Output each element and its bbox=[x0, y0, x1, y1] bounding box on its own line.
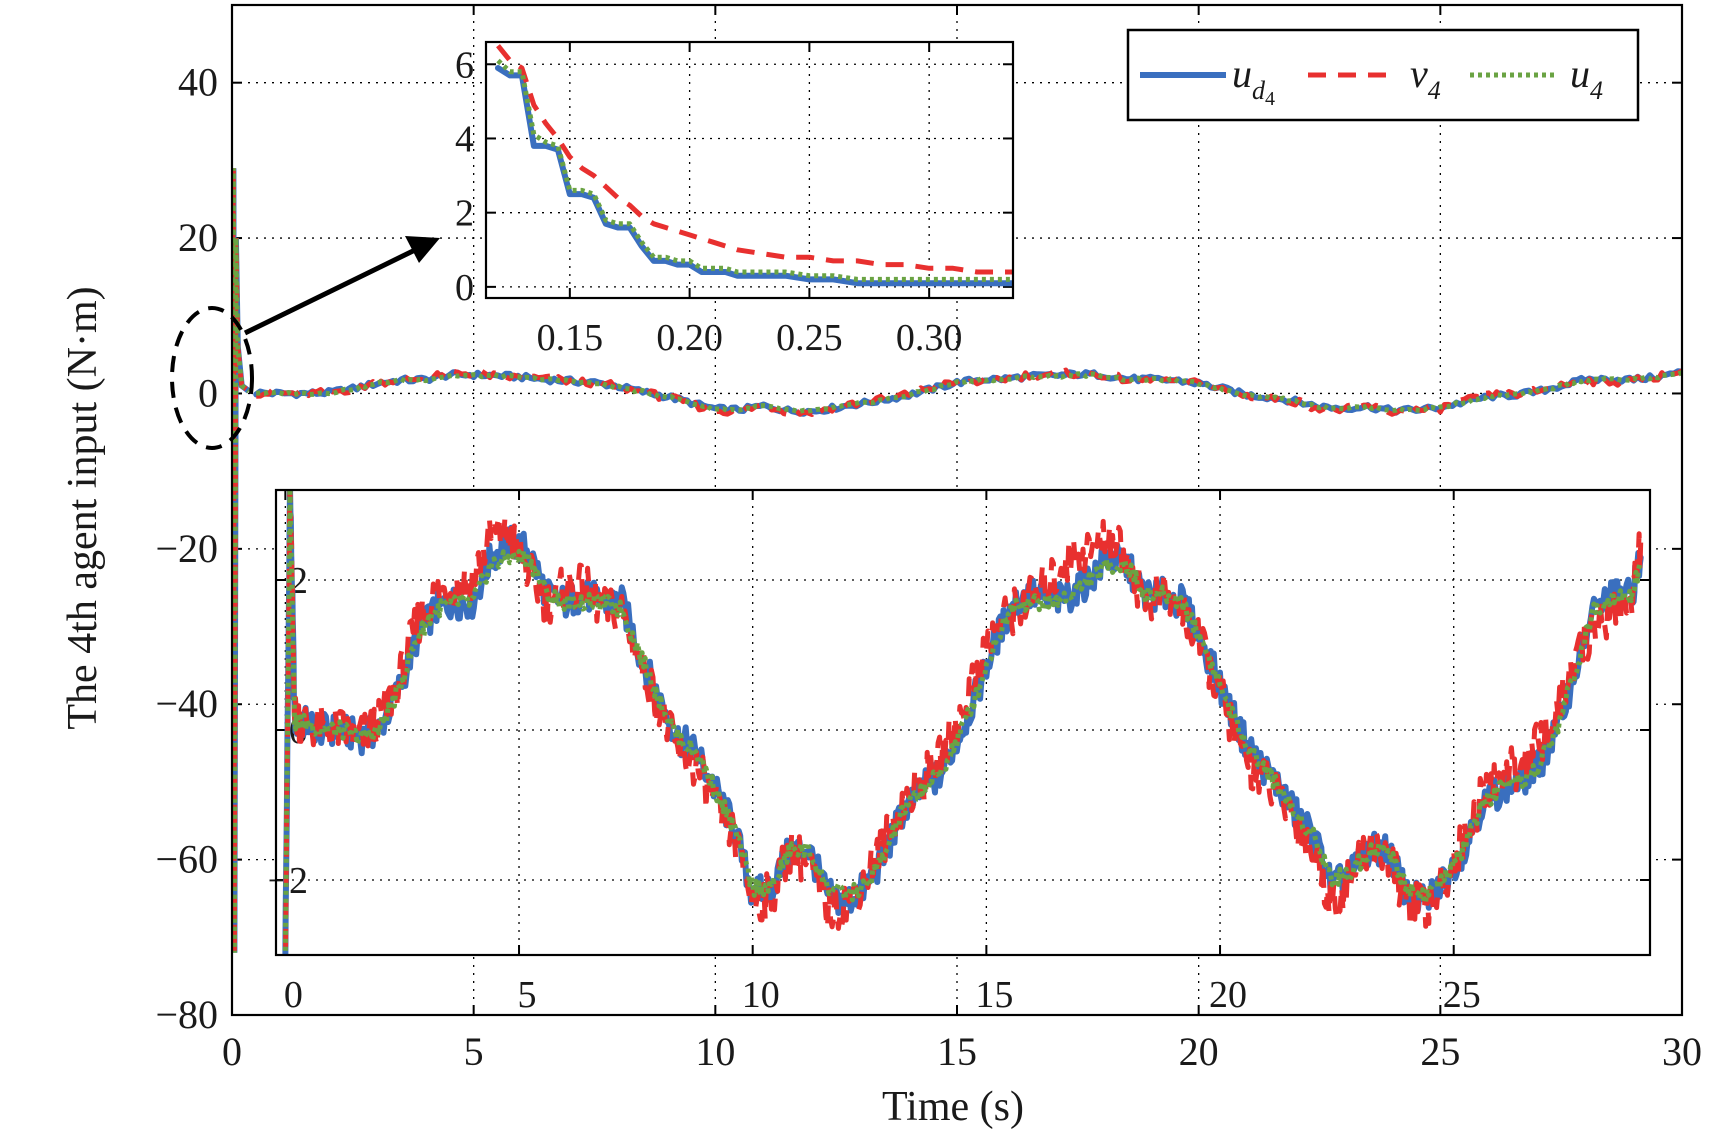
y-tick-label: −80 bbox=[155, 992, 218, 1037]
series-line-v-4 bbox=[283, 490, 1644, 955]
legend-label-subscript: 4 bbox=[1428, 76, 1441, 105]
x-tick-label: 0 bbox=[222, 1029, 242, 1074]
y-tick-label: 0 bbox=[455, 267, 474, 309]
zoom-inset-early: 0.15 0.20 0.25 0.30 0 2 4 6 bbox=[455, 40, 1015, 359]
x-tick-label: 25 bbox=[1420, 1029, 1460, 1074]
plot-frame bbox=[484, 40, 1015, 300]
zoom-arrow bbox=[243, 247, 417, 336]
x-tick-label: 5 bbox=[464, 1029, 484, 1074]
plot-area bbox=[486, 42, 1013, 298]
zoom-annotation bbox=[170, 236, 440, 450]
x-tick-label: 0.20 bbox=[656, 317, 723, 359]
y-tick-label: 0 bbox=[198, 370, 218, 415]
series-group bbox=[282, 490, 1644, 955]
series-line-v-4 bbox=[256, 367, 1682, 417]
zoom-region-ellipse bbox=[170, 306, 254, 450]
legend-label-subscript: 4 bbox=[1590, 76, 1603, 105]
x-tick-label: 0.15 bbox=[537, 317, 604, 359]
x-tick-label: 0.25 bbox=[776, 317, 843, 359]
legend-label-u-d4: ud4 bbox=[1232, 51, 1275, 110]
y-tick-label: 40 bbox=[178, 60, 218, 105]
y-tick-label: 6 bbox=[455, 44, 474, 86]
x-tick-label: 15 bbox=[975, 974, 1013, 1016]
y-tick-label: 2 bbox=[455, 193, 474, 235]
legend-label-base: u bbox=[1570, 51, 1590, 96]
x-axis-title: Time (s) bbox=[882, 1084, 1024, 1130]
transient-spike-u-4 bbox=[232, 168, 251, 953]
series-line-u-4 bbox=[282, 490, 1643, 955]
y-axis-title: The 4th agent input (N·m) bbox=[60, 286, 106, 729]
series-line-u-4 bbox=[496, 58, 1013, 282]
zoom-arrow-head bbox=[405, 236, 440, 263]
legend-label-subsubscript: 4 bbox=[1265, 88, 1275, 110]
y-tick-label: −20 bbox=[155, 526, 218, 571]
legend-label-base: u bbox=[1232, 51, 1252, 96]
y-tick-label: 4 bbox=[455, 118, 474, 160]
x-tick-label: 0.30 bbox=[896, 317, 963, 359]
x-tick-label: 25 bbox=[1443, 974, 1481, 1016]
series-line-v-4 bbox=[496, 44, 1013, 275]
x-tick-label: 30 bbox=[1662, 1029, 1702, 1074]
y-tick-label: −60 bbox=[155, 837, 218, 882]
y-tick-label: −40 bbox=[155, 681, 218, 726]
x-tick-label: 10 bbox=[742, 974, 780, 1016]
legend-label-u-4: u4 bbox=[1570, 51, 1603, 105]
x-tick-label: 0 bbox=[284, 974, 303, 1016]
legend-label-subscript: d bbox=[1252, 76, 1266, 105]
zoom-inset-full: 0 5 10 15 20 25−202 bbox=[268, 488, 1652, 1016]
x-tick-label: 15 bbox=[937, 1029, 977, 1074]
legend-label-base: v bbox=[1410, 51, 1428, 96]
series-group bbox=[232, 168, 1682, 953]
plot-frame bbox=[230, 3, 1684, 1017]
y-tick-label: 20 bbox=[178, 215, 218, 260]
series-group bbox=[495, 44, 1013, 287]
x-tick-label: 10 bbox=[695, 1029, 735, 1074]
legend-label-v-4: v4 bbox=[1410, 51, 1441, 105]
x-tick-label: 20 bbox=[1209, 974, 1247, 1016]
x-tick-label: 20 bbox=[1179, 1029, 1219, 1074]
plot-frame bbox=[274, 488, 1652, 957]
x-tick-label: 5 bbox=[518, 974, 537, 1016]
